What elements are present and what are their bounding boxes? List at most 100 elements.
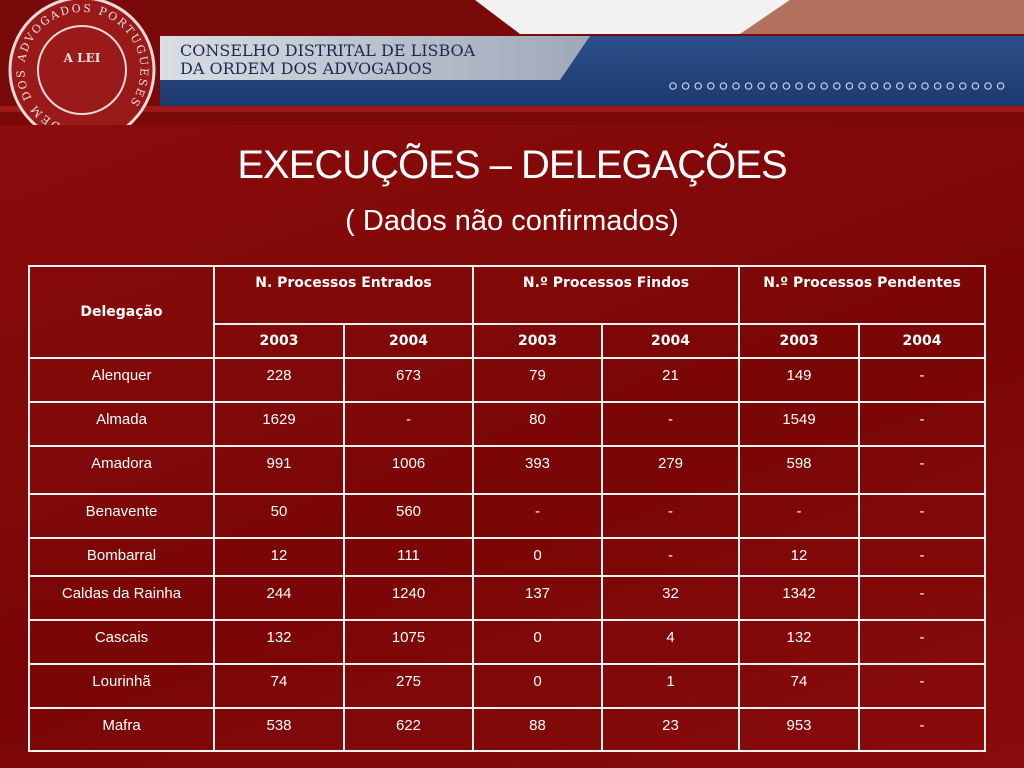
table-cell: 275 [343,663,474,709]
table-cell: 1342 [738,575,860,621]
table-cell: 0 [472,619,603,665]
table-cell: 23 [601,707,740,752]
dot [807,82,816,90]
dot [732,82,740,90]
dot [832,82,841,90]
dot [858,82,866,90]
dot [984,82,992,90]
dot [757,82,766,90]
table-row: Mafra 538 622 88 23 953- [28,707,987,752]
table-cell: - [738,493,860,539]
table-cell: Lourinhã [28,663,215,709]
table-cell: 21 [601,357,740,403]
table-cell: 32 [601,575,740,621]
dot [782,82,791,90]
table-cell: - [857,357,987,403]
dot [681,82,690,90]
table-cell: N.º Processos Findos [472,265,740,325]
table-cell: 244 [213,575,345,621]
dot [908,82,917,90]
slide-subtitle: ( Dados não confirmados) [345,205,679,237]
table-cell: 1006 [343,445,474,495]
table-cell: 673 [343,357,474,403]
table-cell: Alenquer [28,357,215,403]
table-cell: 74 [213,663,345,709]
dot [933,82,942,90]
table-cell: Mafra [28,707,215,752]
table-cell: 132 [213,619,345,665]
dot [895,82,904,90]
data-table: Delegação N. Processos Entrados N.º Proces… [28,265,987,752]
table-cell: 79 [472,357,603,403]
logo-inner [37,25,127,115]
table-cell: - [857,493,987,539]
table-cell: 991 [213,445,345,495]
table-cell: - [857,401,987,447]
table-cell: Benavente [28,493,215,539]
dot [719,82,728,90]
dot [744,82,753,90]
table-cell: - [857,663,987,709]
table-cell: Caldas da Rainha [28,575,215,621]
dot [669,82,677,90]
dot [996,82,1005,90]
logo-center: A LEI [63,51,101,65]
table-cell: 1549 [738,401,860,447]
dot [694,82,703,90]
table-cell: - [857,537,987,577]
table-row: Lourinhã 74 275 0 1 74- [28,663,987,709]
table-row: Bombarral 12 111 0-12- [28,537,987,577]
table-cell: 0 [472,663,603,709]
dot [946,82,955,90]
table-row: Amadora 991 1006 393 279 598- [28,445,987,495]
table-cell: 88 [472,707,603,752]
table-cell: 560 [343,493,474,539]
table-cell: 953 [738,707,860,752]
table-cell: 2004 [601,323,740,359]
table-cell: 111 [343,537,474,577]
dot [971,82,980,90]
name-plate [160,36,590,80]
table-cell: 2003 [213,323,345,359]
header-highlight [475,0,790,34]
header: ORDEM DOS ADVOGADOS PORTUGUESES A LEI CO… [0,0,1024,125]
header-rule [0,106,1024,112]
table-row: Benavente 50 560- - - - [28,493,987,539]
dot [769,82,778,90]
table-cell: - [343,401,474,447]
table-cell: 598 [738,445,860,495]
table-cell: 2004 [343,323,474,359]
table-row: Almada 1629-80-1549- [28,401,987,447]
dot [921,82,929,90]
table-cell: - [472,493,603,539]
table-cell: N.º Processos Pendentes [737,265,987,325]
table-row: 2003 2004 2003 2004 2003 2004 [29,323,987,359]
table-cell: 622 [343,707,474,752]
table-cell: - [857,707,987,752]
table-cell: 538 [213,707,345,752]
table-cell: Delegação [28,265,215,359]
table-cell: 137 [472,575,603,621]
table-cell: 228 [213,357,345,403]
table-cell: 74 [738,663,860,709]
table-cell: 50 [213,493,345,539]
org-line: DA ORDEM DOS ADVOGADOS [180,59,432,78]
table-row: Delegação N. Processos Entrados N.º Proces… [28,265,987,359]
table-cell: - [857,619,987,665]
dot [795,82,803,90]
table-row: Alenquer 228 673 79 21 149- [28,357,987,403]
table-cell: 2004 [857,323,987,359]
table-cell: 12 [738,537,860,577]
dot [845,82,854,90]
dot [820,82,829,90]
dot [870,82,879,90]
table-row: Caldas da Rainha 244 1240 137 32 1342- [28,575,987,621]
slide-title: EXECUÇÕES – DELEGAÇÕES [237,143,787,187]
table-cell: - [857,575,987,621]
table-cell: - [857,445,987,495]
table-cell: 1240 [343,575,474,621]
table-body: Delegação N. Processos Entrados N.º Proces… [28,265,987,752]
table-cell: - [601,537,740,577]
table-cell: 1075 [343,619,474,665]
dot-row [669,82,1005,90]
